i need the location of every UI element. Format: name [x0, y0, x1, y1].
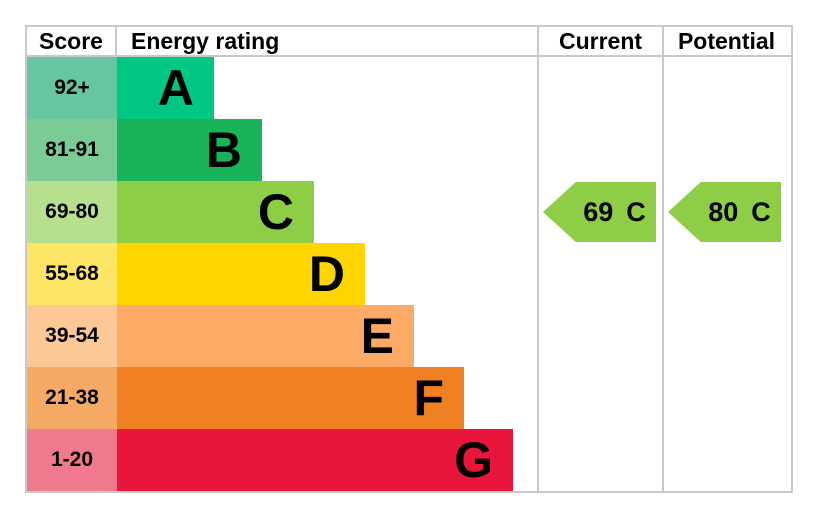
score-range-f: 21-38 [27, 367, 117, 429]
score-range-d: 55-68 [27, 243, 117, 305]
score-range-b: 81-91 [27, 119, 117, 181]
current-rating-arrow: 69 C [543, 182, 656, 242]
band-row-b: 81-91 B [27, 119, 537, 181]
band-letter-b: B [205, 122, 242, 178]
energy-rating-column-header: Energy rating [131, 27, 280, 54]
score-range-c: 69-80 [27, 181, 117, 243]
rating-bar-g: G [117, 429, 513, 491]
band-row-a: 92+ A [27, 57, 537, 119]
score-range-g: 1-20 [27, 429, 117, 491]
current-column-header: Current [558, 27, 643, 54]
score-range-e: 39-54 [27, 305, 117, 367]
band-letter-f: F [413, 370, 444, 426]
energy-rating-chart: Score Energy rating Current Potential 92… [25, 25, 793, 493]
rating-bar-c: C [117, 181, 314, 243]
band-row-d: 55-68 D [27, 243, 537, 305]
rating-bar-d: D [117, 243, 365, 305]
score-column-header: Score [27, 27, 117, 55]
potential-rating-arrow: 80 C [668, 182, 781, 242]
current-rating-value: 69 [583, 196, 614, 227]
rating-bar-f: F [117, 367, 464, 429]
rating-bar-a: A [117, 57, 214, 119]
band-letter-d: D [308, 246, 345, 302]
band-letter-a: A [157, 60, 194, 116]
chart-header-row: Score Energy rating Current Potential [27, 27, 791, 57]
potential-column-divider [662, 27, 664, 491]
band-row-f: 21-38 F [27, 367, 537, 429]
current-column-divider [537, 27, 539, 491]
score-range-a: 92+ [27, 57, 117, 119]
rating-bands: 92+ A 81-91 B 69-80 C 55-68 D 39-54 E 21… [27, 57, 537, 491]
rating-bar-e: E [117, 305, 414, 367]
band-row-c: 69-80 C [27, 181, 537, 243]
band-letter-e: E [360, 308, 394, 364]
potential-column-header: Potential [677, 27, 776, 54]
band-row-e: 39-54 E [27, 305, 537, 367]
band-letter-c: C [257, 184, 294, 240]
band-letter-g: G [454, 432, 493, 488]
rating-bar-b: B [117, 119, 262, 181]
potential-rating-letter: C [751, 196, 771, 227]
potential-rating-value: 80 [708, 196, 739, 227]
band-row-g: 1-20 G [27, 429, 537, 491]
current-rating-letter: C [626, 196, 646, 227]
